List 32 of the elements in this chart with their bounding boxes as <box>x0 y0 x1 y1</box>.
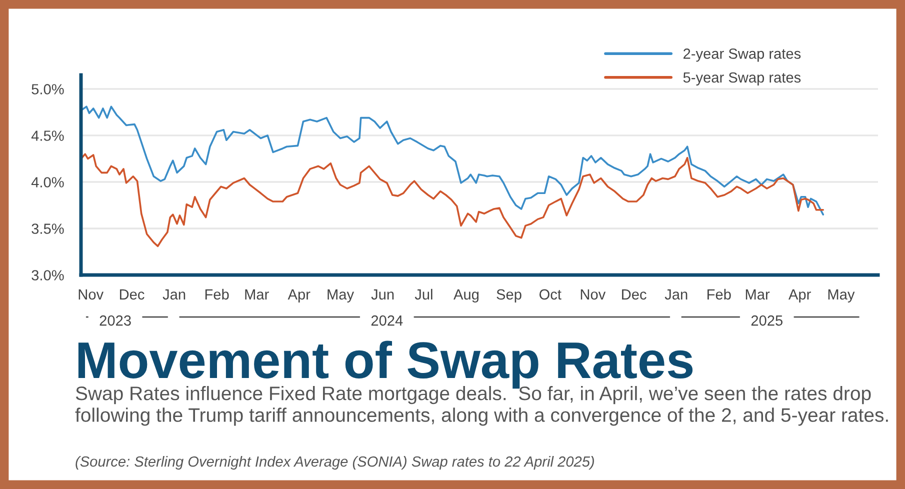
x-tick-label: Apr <box>288 289 310 302</box>
legend-label: 5-year Swap rates <box>683 72 801 86</box>
x-tick-label: Jan <box>664 289 688 300</box>
x-tick-label: Sep <box>496 289 522 302</box>
x-tick-label: Jun <box>371 289 394 300</box>
x-tick-label: Nov <box>78 289 104 300</box>
x-tick-label: Apr <box>788 289 811 302</box>
x-tick-label: Oct <box>539 289 562 300</box>
x-tick-label: Aug <box>454 289 479 302</box>
line-series <box>81 153 824 248</box>
x-tick-label: May <box>328 289 354 302</box>
text: (Source: Sterling Overnight Index Average (SONIA) Swap rates to 22 April 2025) <box>76 456 594 470</box>
x-tick-label: Dec <box>120 289 144 300</box>
x-tick-label: May <box>828 289 855 302</box>
x-tick-label: Mar <box>746 289 770 300</box>
x2-tick-label: 2023 <box>100 315 131 326</box>
x-tick-label: Dec <box>622 289 646 300</box>
y-tick-label: 3.5% <box>32 224 64 234</box>
y-tick-label: 4.5% <box>31 130 64 141</box>
y-tick-label: 4.0% <box>31 177 64 188</box>
x-tick-label: Jan <box>162 289 186 300</box>
x2-tick-label: 2025 <box>751 315 782 326</box>
line-series <box>81 106 824 216</box>
y-tick-label: 5.0% <box>32 84 64 94</box>
legend-label: 2-year Swap rates <box>684 48 801 62</box>
x-tick-label: Feb <box>205 288 229 300</box>
x-tick-label: Nov <box>580 289 606 300</box>
y-tick-label: 3.0% <box>32 270 64 280</box>
x2-tick-label: 2024 <box>371 315 403 326</box>
x-tick-label: Feb <box>708 288 731 300</box>
x-tick-label: Jul <box>414 288 432 300</box>
x-tick-label: Mar <box>245 289 269 300</box>
